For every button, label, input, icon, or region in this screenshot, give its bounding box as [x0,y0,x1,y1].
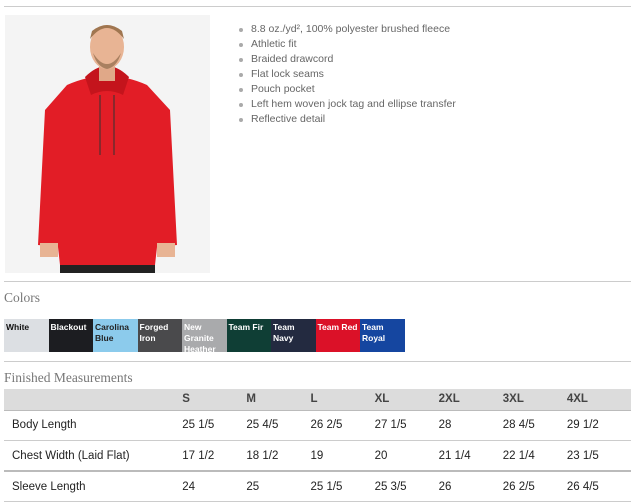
measurement-cell: 25 4/5 [246,410,311,441]
column-header: M [246,389,311,411]
color-swatch[interactable]: Team Fir [226,319,271,352]
measurement-cell: 25 1/5 [310,471,375,502]
color-swatch[interactable]: Team Red [315,319,360,352]
feature-item: Left hem woven jock tag and ellipse tran… [238,97,456,112]
column-header [4,389,183,411]
measurement-cell: 25 [246,471,311,502]
divider [4,361,631,362]
column-header: 4XL [566,389,631,411]
measurements-table: S M L XL 2XL 3XL 4XL Body Length 25 1/5 25 4/5 26 … [4,389,631,502]
color-swatch[interactable]: White [4,319,49,352]
row-label: Sleeve Length [4,471,183,502]
measurement-cell: 27 1/5 [374,410,439,441]
measurement-cell: 19 [310,440,375,472]
measurement-cell: 26 2/5 [502,471,567,502]
measurement-cell: 26 2/5 [310,410,375,441]
measurement-cell: 28 [438,410,503,441]
color-swatches: White Blackout Carolina Blue Forged Iron New… [4,319,405,352]
measurement-cell: 26 4/5 [566,471,631,502]
measurement-cell: 26 [438,471,503,502]
measurement-cell: 29 1/2 [566,410,631,441]
feature-item: Braided drawcord [238,52,456,67]
color-swatch[interactable]: Team Royal [360,319,405,352]
measurement-cell: 22 1/4 [502,440,567,472]
measurement-cell: 25 1/5 [182,410,247,441]
divider [4,281,631,282]
row-label: Body Length [4,410,183,441]
color-swatch[interactable]: Team Navy [271,319,316,352]
column-header: 2XL [438,389,503,411]
measurement-cell: 21 1/4 [438,440,503,472]
colors-heading: Colors [4,290,41,305]
measurement-cell: 23 1/5 [566,440,631,472]
table-row: Chest Width (Laid Flat) 17 1/2 18 1/2 19 20 2… [4,440,631,472]
column-header: S [182,389,247,411]
product-photo [5,15,210,273]
column-header: 3XL [502,389,567,411]
feature-item: Flat lock seams [238,67,456,82]
column-header: XL [374,389,439,411]
feature-item: Pouch pocket [238,82,456,97]
feature-item: 8.8 oz./yd², 100% polyester brushed flee… [238,22,456,37]
feature-item: Athletic fit [238,37,456,52]
color-swatch[interactable]: New Granite Heather [182,319,227,352]
measurement-cell: 17 1/2 [182,440,247,472]
measurement-cell: 25 3/5 [374,471,439,502]
column-header: L [310,389,375,411]
feature-list: 8.8 oz./yd², 100% polyester brushed flee… [238,22,456,127]
measurement-cell: 18 1/2 [246,440,311,472]
color-swatch[interactable]: Carolina Blue [93,319,138,352]
measurement-cell: 20 [374,440,439,472]
measurement-cell: 28 4/5 [502,410,567,441]
divider [4,6,631,7]
feature-item: Reflective detail [238,112,456,127]
measurements-heading: Finished Measurements [4,370,133,385]
table-row: Body Length 25 1/5 25 4/5 26 2/5 27 1/5 28 28 … [4,410,631,441]
color-swatch[interactable]: Forged Iron [137,319,182,352]
color-swatch[interactable]: Blackout [48,319,93,352]
table-row: Sleeve Length 24 25 25 1/5 25 3/5 26 26 2/5 26 … [4,471,631,502]
row-label: Chest Width (Laid Flat) [4,440,183,472]
measurement-cell: 24 [182,471,247,502]
